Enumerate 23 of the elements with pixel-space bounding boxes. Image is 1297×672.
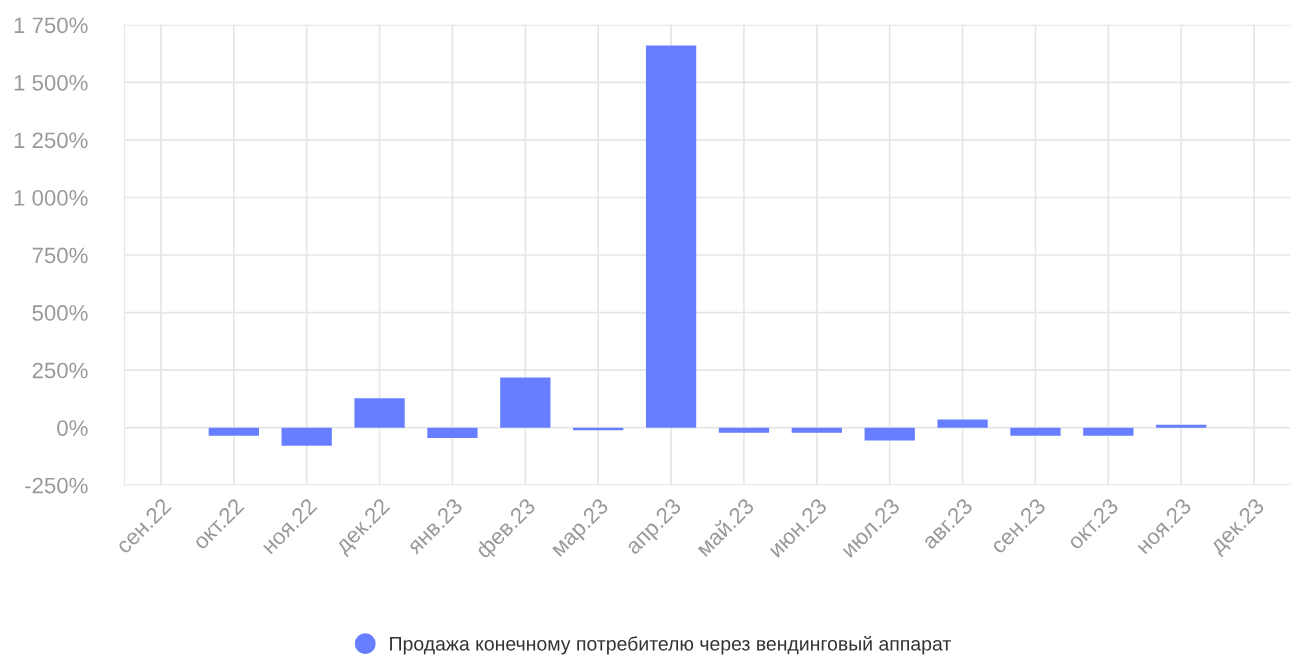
bar: [281, 427, 332, 446]
bar: [864, 427, 915, 441]
legend-label: Продажа конечному потребителю через вендинговый аппарат: [390, 636, 951, 655]
y-tick-label: -250%: [25, 477, 88, 494]
y-tick-label: 1 750%: [14, 17, 88, 34]
y-tick-label: 1 500%: [14, 74, 88, 91]
y-tick-label: 500%: [32, 305, 88, 321]
bar: [427, 427, 478, 438]
bar: [718, 427, 770, 433]
y-tick-label: 0%: [57, 420, 88, 436]
y-tick-label: 1 000%: [14, 190, 88, 206]
bar: [1010, 427, 1061, 436]
y-tick-label: 750%: [32, 247, 88, 264]
bar: [500, 377, 551, 428]
bar: [937, 419, 988, 428]
bar: [645, 45, 697, 428]
bar: [791, 427, 842, 433]
bar: [1083, 427, 1134, 436]
y-tick-label: 250%: [32, 362, 88, 379]
bar: [354, 398, 405, 428]
bar: [1156, 424, 1207, 428]
y-tick-label: 1 250%: [14, 132, 88, 149]
bar: [208, 427, 259, 436]
